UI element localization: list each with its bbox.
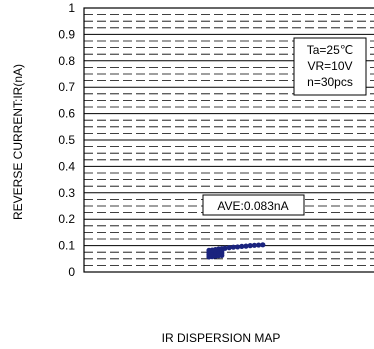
grid bbox=[84, 14, 374, 266]
data-point bbox=[260, 242, 266, 248]
plot-frame bbox=[83, 7, 374, 273]
data-point bbox=[239, 243, 245, 249]
y-tick-label: 0.3 bbox=[58, 186, 75, 200]
x-axis-label: IR DISPERSION MAP bbox=[162, 331, 281, 345]
average-box: AVE:0.083nA bbox=[202, 194, 305, 216]
data-points bbox=[206, 242, 266, 260]
data-point bbox=[251, 242, 257, 248]
y-tick-label: 0.2 bbox=[58, 212, 75, 226]
data-point bbox=[247, 243, 253, 249]
y-tick-label: 0.9 bbox=[58, 27, 75, 41]
data-point bbox=[235, 244, 241, 250]
data-point bbox=[222, 245, 228, 251]
y-tick-label: 0.4 bbox=[58, 159, 75, 173]
y-tick-label: 0 bbox=[68, 265, 75, 279]
data-point bbox=[256, 242, 262, 248]
y-tick-label: 1 bbox=[68, 1, 75, 15]
y-tick-label: 0.7 bbox=[58, 80, 75, 94]
conditions-box: Ta=25℃ VR=10V n=30pcs bbox=[293, 37, 367, 96]
y-tick-label: 0.6 bbox=[58, 107, 75, 121]
y-tick-label: 0.8 bbox=[58, 54, 75, 68]
y-tick-label: 0.5 bbox=[58, 133, 75, 147]
y-axis-label: REVERSE CURRENT:IR(nA) bbox=[11, 64, 25, 220]
data-point bbox=[243, 243, 249, 249]
condition-sample-count: n=30pcs bbox=[307, 75, 353, 89]
average-label: AVE:0.083nA bbox=[217, 199, 288, 213]
condition-temperature: Ta=25℃ bbox=[307, 43, 354, 57]
data-point bbox=[226, 245, 232, 251]
y-tick-labels: 0 0.1 0.2 0.3 0.4 0.5 0.6 0.7 0.8 0.9 1 bbox=[58, 1, 75, 279]
y-tick-label: 0.1 bbox=[58, 239, 75, 253]
data-point bbox=[230, 244, 236, 250]
condition-voltage: VR=10V bbox=[307, 59, 352, 73]
